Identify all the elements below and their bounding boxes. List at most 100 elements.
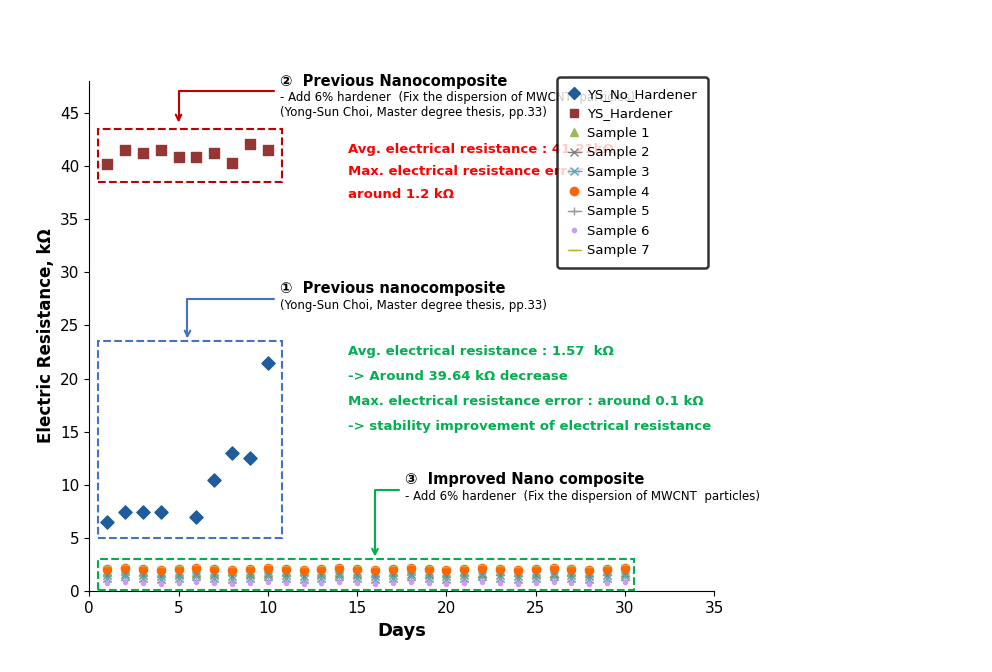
Sample 3 <box>296 573 311 584</box>
Sample 4 <box>313 564 329 575</box>
Sample 6 <box>528 577 544 588</box>
Text: -> Around 39.64 kΩ decrease: -> Around 39.64 kΩ decrease <box>348 370 568 383</box>
Sample 6 <box>135 577 151 588</box>
Sample 2 <box>278 570 294 581</box>
YS_No_Hardener <box>260 358 276 368</box>
Text: around 1.2 kΩ: around 1.2 kΩ <box>348 188 454 201</box>
Sample 7 <box>385 560 401 571</box>
YS_No_Hardener <box>242 453 258 464</box>
Sample 4 <box>296 564 311 575</box>
Sample 2 <box>260 569 276 580</box>
YS_Hardener <box>260 144 276 155</box>
Sample 1 <box>206 567 222 578</box>
Sample 1 <box>367 567 383 578</box>
Sample 7 <box>331 559 347 570</box>
YS_No_Hardener <box>153 506 169 517</box>
Sample 2 <box>296 571 311 582</box>
Sample 1 <box>99 567 115 578</box>
YS_No_Hardener <box>99 517 115 528</box>
Sample 6 <box>278 577 294 588</box>
Text: Max. electrical resistance error :: Max. electrical resistance error : <box>348 165 593 177</box>
Sample 1 <box>617 567 633 578</box>
Sample 7 <box>546 559 561 570</box>
Text: -> stability improvement of electrical resistance: -> stability improvement of electrical r… <box>348 420 711 433</box>
Sample 1 <box>242 568 258 579</box>
Sample 6 <box>260 577 276 587</box>
Sample 5 <box>581 577 597 587</box>
Sample 6 <box>546 577 561 587</box>
YS_Hardener <box>99 158 115 169</box>
Sample 1 <box>278 566 294 577</box>
Sample 1 <box>403 566 419 577</box>
Sample 5 <box>403 575 419 585</box>
Sample 1 <box>117 566 133 577</box>
Sample 3 <box>117 571 133 582</box>
Sample 4 <box>563 564 579 575</box>
Sample 3 <box>474 571 490 582</box>
Sample 5 <box>206 575 222 586</box>
Sample 1 <box>296 566 311 577</box>
Sample 6 <box>99 577 115 588</box>
Sample 1 <box>313 568 329 579</box>
Sample 5 <box>546 575 561 585</box>
YS_Hardener <box>171 152 186 163</box>
Sample 1 <box>510 567 526 578</box>
Sample 1 <box>456 567 472 578</box>
Sample 5 <box>438 577 454 587</box>
Sample 7 <box>135 560 151 571</box>
Sample 4 <box>510 564 526 575</box>
Sample 2 <box>188 569 204 580</box>
Sample 5 <box>456 575 472 586</box>
Sample 4 <box>456 564 472 575</box>
Sample 4 <box>546 562 561 573</box>
Sample 2 <box>581 571 597 582</box>
Sample 7 <box>260 559 276 570</box>
Bar <box>98 559 634 590</box>
Sample 7 <box>599 560 615 571</box>
Sample 4 <box>278 564 294 575</box>
Sample 3 <box>510 573 526 584</box>
Sample 5 <box>331 575 347 585</box>
Sample 4 <box>206 564 222 575</box>
Sample 6 <box>581 579 597 589</box>
Sample 6 <box>438 579 454 589</box>
Sample 5 <box>171 575 186 586</box>
Sample 6 <box>313 577 329 588</box>
Sample 5 <box>563 575 579 586</box>
Sample 4 <box>474 562 490 573</box>
Sample 1 <box>224 566 240 577</box>
Sample 4 <box>117 562 133 573</box>
YS_No_Hardener <box>135 506 151 517</box>
Sample 1 <box>528 568 544 579</box>
Sample 4 <box>438 564 454 575</box>
Sample 1 <box>421 568 436 579</box>
YS_Hardener <box>206 148 222 159</box>
Sample 4 <box>153 564 169 575</box>
Sample 1 <box>474 567 490 578</box>
YS_No_Hardener <box>117 506 133 517</box>
Sample 7 <box>242 560 258 571</box>
Sample 6 <box>617 577 633 587</box>
Sample 4 <box>188 562 204 573</box>
Sample 1 <box>153 567 169 578</box>
Sample 5 <box>242 575 258 586</box>
Sample 4 <box>492 564 508 575</box>
Sample 2 <box>242 570 258 581</box>
Sample 2 <box>421 570 436 581</box>
Sample 3 <box>456 572 472 583</box>
Text: Max. electrical resistance error : around 0.1 kΩ: Max. electrical resistance error : aroun… <box>348 395 703 409</box>
Sample 6 <box>153 579 169 589</box>
Sample 3 <box>563 572 579 583</box>
Sample 3 <box>260 571 276 582</box>
Sample 2 <box>617 569 633 580</box>
Sample 3 <box>421 572 436 583</box>
Text: (Yong-Sun Choi, Master degree thesis, pp.33): (Yong-Sun Choi, Master degree thesis, pp… <box>281 106 548 119</box>
Text: - Add 6% hardener  (Fix the dispersion of MWCNT  particles): - Add 6% hardener (Fix the dispersion of… <box>281 91 635 104</box>
Sample 2 <box>99 570 115 581</box>
Sample 2 <box>385 570 401 581</box>
Sample 4 <box>99 564 115 575</box>
Sample 6 <box>456 577 472 588</box>
Text: ③  Improved Nano composite: ③ Improved Nano composite <box>406 472 645 487</box>
Sample 5 <box>510 577 526 587</box>
Sample 7 <box>188 559 204 570</box>
